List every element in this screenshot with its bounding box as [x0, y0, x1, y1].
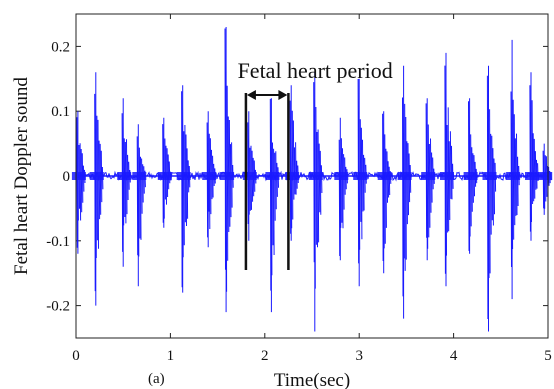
heartbeat-spike	[444, 52, 454, 287]
heartbeat-spike	[121, 98, 131, 267]
heartbeat-spike	[510, 39, 520, 300]
annotation-label: Fetal heart period	[238, 58, 393, 83]
heartbeat-burst	[220, 172, 235, 180]
heartbeat-burst	[440, 172, 454, 180]
x-axis-label: Time(sec)	[274, 370, 350, 389]
x-tick-label: 2	[261, 348, 269, 364]
annotation-layer: Fetal heart period	[238, 58, 393, 270]
heartbeat-spike	[529, 72, 539, 241]
period-arrowhead-left	[246, 90, 256, 100]
heartbeat-burst	[421, 172, 436, 180]
figure-caption: (a)	[148, 371, 165, 387]
heartbeat-spike	[181, 85, 191, 293]
heartbeat-burst	[117, 172, 132, 180]
signal-layer	[71, 27, 553, 332]
heartbeat-spike	[338, 117, 348, 261]
heartbeat-spike	[289, 85, 299, 241]
x-tick-label: 3	[355, 348, 363, 364]
heartbeat-spike	[382, 111, 392, 274]
heartbeat-burst	[176, 172, 191, 180]
y-tick-label: -0.2	[46, 299, 70, 315]
heartbeat-spike	[357, 78, 367, 287]
ticks-layer: 0.2 0.1 0 -0.1 -0.2 0 1 2 3 4 5	[46, 14, 552, 364]
heartbeat-burst	[397, 172, 412, 180]
x-tick-label: 0	[72, 348, 80, 364]
heartbeat-spike	[76, 111, 86, 254]
heartbeat-burst	[202, 172, 217, 180]
heartbeat-burst	[265, 172, 280, 180]
y-tick-label: 0.2	[51, 39, 70, 55]
y-tick-label: 0	[63, 169, 71, 185]
heartbeat-burst	[353, 172, 368, 180]
heartbeat-burst	[285, 172, 300, 180]
heartbeat-burst	[132, 172, 147, 180]
heartbeat-burst	[89, 172, 104, 180]
plot-frame	[75, 13, 549, 339]
heartbeat-spike	[402, 65, 412, 319]
y-tick-label: 0.1	[51, 104, 70, 120]
x-tick-label: 1	[167, 348, 175, 364]
period-arrowhead-right	[278, 90, 288, 100]
heartbeat-burst	[482, 172, 497, 180]
x-tick-label: 4	[450, 348, 458, 364]
heartbeat-spike	[136, 124, 146, 287]
heartbeat-spike	[94, 72, 104, 306]
heartbeat-burst	[308, 172, 323, 180]
heartbeat-spike	[313, 72, 323, 332]
heartbeat-spike	[486, 65, 497, 332]
y-tick-label: -0.1	[46, 234, 70, 250]
heartbeat-burst	[506, 172, 521, 180]
heartbeat-burst	[463, 172, 478, 180]
x-tick-label: 5	[544, 348, 552, 364]
heartbeat-burst	[377, 172, 392, 180]
heartbeat-burst	[334, 172, 349, 180]
heartbeat-burst	[525, 172, 539, 180]
y-axis-label: Fetal heart Doppler sound	[11, 77, 32, 275]
heartbeat-burst	[538, 172, 553, 180]
heartbeat-spike	[269, 98, 279, 313]
heartbeat-burst	[157, 172, 172, 180]
heartbeat-burst	[71, 172, 86, 180]
heartbeat-burst	[242, 172, 257, 180]
heartbeat-spike	[224, 27, 234, 313]
